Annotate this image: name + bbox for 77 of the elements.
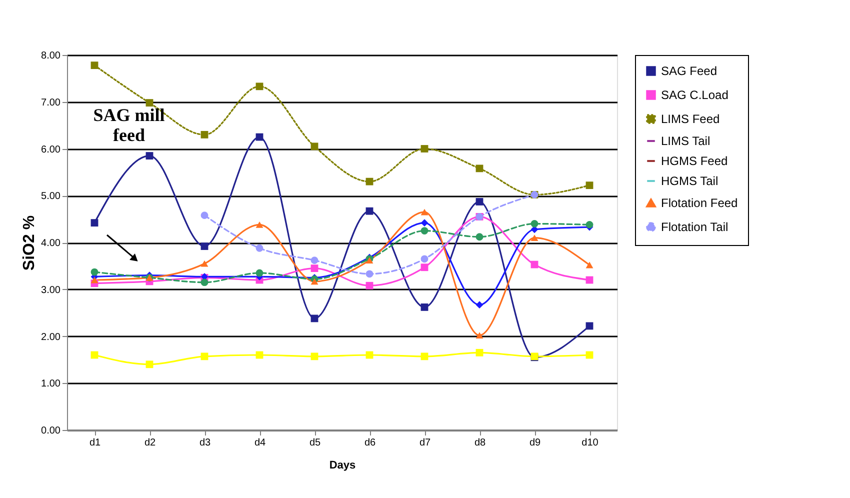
x-tick-label: d8 xyxy=(474,438,486,448)
y-axis-title: SiO2 % xyxy=(21,215,38,271)
point xyxy=(586,262,594,268)
point xyxy=(420,255,428,263)
point xyxy=(256,82,264,90)
y-tick-label: 6.00 xyxy=(41,144,61,156)
point xyxy=(420,352,428,360)
point xyxy=(200,278,208,286)
point xyxy=(256,269,264,277)
point xyxy=(310,278,318,285)
point xyxy=(586,220,594,228)
point xyxy=(90,62,98,70)
point xyxy=(310,264,318,272)
point xyxy=(586,322,594,330)
point xyxy=(200,352,208,360)
x-tick-label: d2 xyxy=(144,438,156,448)
x-tick-label: d6 xyxy=(364,438,376,448)
point xyxy=(420,303,428,311)
x-tick-label: d9 xyxy=(529,438,541,448)
point xyxy=(476,301,484,309)
point xyxy=(366,270,374,278)
x-tick-label: d4 xyxy=(254,438,266,448)
point xyxy=(90,219,98,227)
point xyxy=(146,360,154,368)
point xyxy=(310,352,318,360)
point xyxy=(420,219,428,227)
point xyxy=(310,142,318,150)
point xyxy=(90,276,98,284)
x-tick-label: d7 xyxy=(419,438,431,448)
legend-label: SAG Feed xyxy=(661,64,718,78)
y-tick-label: 7.00 xyxy=(41,97,61,108)
point xyxy=(200,260,208,267)
point xyxy=(310,314,318,322)
point xyxy=(366,207,374,215)
x-tick-label: d10 xyxy=(582,438,599,448)
legend-label: Flotation Tail xyxy=(661,220,728,234)
point xyxy=(146,152,154,160)
point xyxy=(476,233,484,241)
point xyxy=(256,244,264,252)
point xyxy=(256,221,264,228)
point xyxy=(476,198,484,206)
point xyxy=(420,264,428,272)
point xyxy=(200,130,208,138)
y-tick-label: 1.00 xyxy=(41,378,61,390)
legend-label: LIMS Tail xyxy=(661,134,710,148)
point xyxy=(200,212,208,220)
point xyxy=(530,234,538,242)
x-axis-title: Days xyxy=(329,460,356,472)
point xyxy=(476,348,484,356)
point xyxy=(90,268,98,276)
y-tick-label: 3.00 xyxy=(41,284,61,296)
point xyxy=(476,164,484,172)
point xyxy=(420,145,428,152)
y-tick-label: 0.00 xyxy=(41,426,61,436)
y-tick-label: 4.00 xyxy=(41,238,61,249)
point xyxy=(146,99,154,107)
point xyxy=(200,242,208,250)
y-tick-label: 2.00 xyxy=(41,332,61,343)
legend-label: HGMS Feed xyxy=(661,154,728,168)
legend-label: HGMS Tail xyxy=(661,174,718,188)
y-tick-label: 5.00 xyxy=(41,191,61,202)
point xyxy=(420,227,428,234)
x-tick-label: d1 xyxy=(89,438,101,448)
legend-label: SAG C.Load xyxy=(661,88,728,102)
legend-label: LIMS Feed xyxy=(661,112,720,126)
point xyxy=(476,332,484,339)
annotation: SAG mill feed xyxy=(93,105,165,145)
point xyxy=(366,282,374,290)
point xyxy=(310,256,318,264)
point xyxy=(586,182,594,190)
x-tick-label: d3 xyxy=(199,438,211,448)
y-tick-label: 8.00 xyxy=(41,50,61,62)
point xyxy=(420,208,428,216)
legend-label: Flotation Feed xyxy=(661,196,738,210)
x-tick-label: d5 xyxy=(309,438,321,448)
point xyxy=(366,178,374,186)
point xyxy=(530,220,538,228)
